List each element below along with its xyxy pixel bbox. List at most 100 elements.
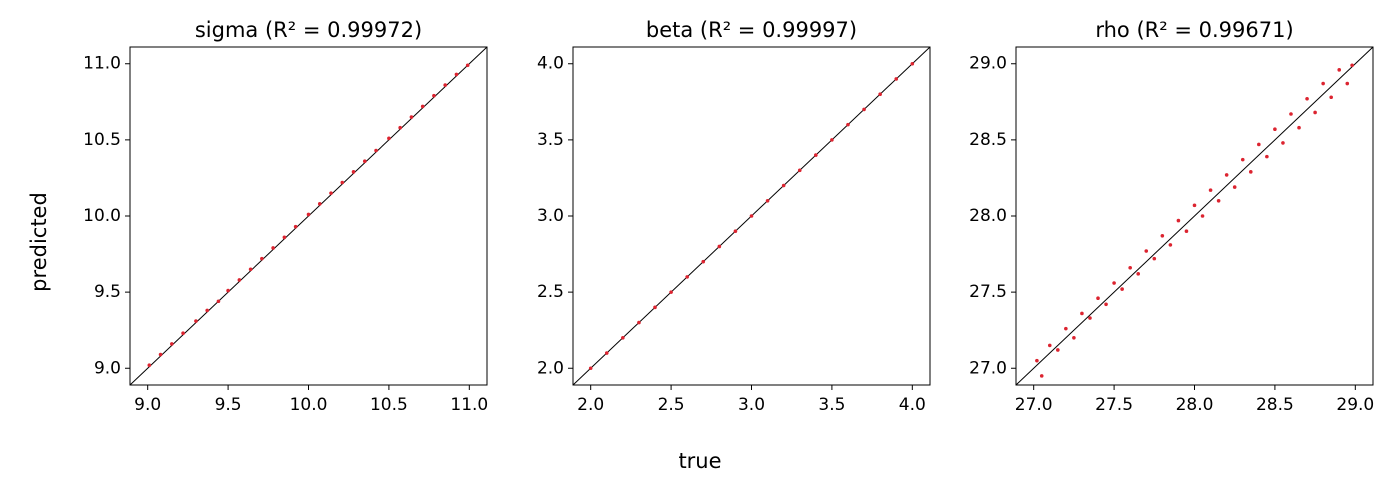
point xyxy=(1313,110,1317,115)
point xyxy=(1192,203,1197,208)
point xyxy=(1144,249,1149,253)
point xyxy=(830,138,834,142)
point xyxy=(226,288,230,293)
point xyxy=(409,115,414,119)
point xyxy=(181,331,185,336)
subplot-title: rho (R² = 0.99671) xyxy=(1095,18,1293,42)
point xyxy=(1289,112,1293,116)
x-tick-label: 4.0 xyxy=(899,395,926,415)
point xyxy=(1281,141,1285,145)
point xyxy=(260,256,264,261)
y-tick-label: 10.0 xyxy=(83,206,121,226)
point xyxy=(1080,311,1084,316)
point xyxy=(1184,229,1189,234)
y-tick-label: 11.0 xyxy=(83,54,121,74)
point xyxy=(749,214,754,218)
point xyxy=(878,92,882,96)
y-tick-label: 28.0 xyxy=(969,206,1007,226)
point xyxy=(1257,142,1261,147)
x-tick-label: 28.0 xyxy=(1176,395,1214,415)
point xyxy=(362,159,367,163)
point xyxy=(465,63,470,68)
point xyxy=(765,198,770,203)
x-tick-label: 9.0 xyxy=(134,395,161,415)
point xyxy=(1232,185,1237,189)
point xyxy=(1265,154,1269,159)
point xyxy=(653,305,657,310)
point xyxy=(1112,281,1116,285)
x-tick-label: 28.5 xyxy=(1256,395,1294,415)
y-tick-label: 10.5 xyxy=(83,130,121,150)
point xyxy=(398,125,402,130)
point xyxy=(205,308,209,313)
point xyxy=(1168,243,1173,247)
point xyxy=(588,366,593,371)
point xyxy=(1088,316,1092,320)
point xyxy=(1224,173,1229,177)
point xyxy=(1345,81,1350,86)
point xyxy=(282,235,287,240)
point xyxy=(1200,214,1205,218)
point xyxy=(814,153,818,157)
y-tick-label: 29.0 xyxy=(969,54,1007,74)
y-tick-label: 9.0 xyxy=(94,358,121,378)
point xyxy=(271,246,275,250)
point xyxy=(340,180,345,185)
point xyxy=(797,168,802,173)
point xyxy=(1035,358,1039,363)
point xyxy=(1056,348,1060,352)
y-tick-label: 3.5 xyxy=(537,130,564,150)
x-tick-label: 11.0 xyxy=(450,395,488,415)
point xyxy=(1297,125,1301,130)
point xyxy=(387,136,391,141)
point xyxy=(1350,63,1354,68)
point xyxy=(420,104,425,109)
point xyxy=(1160,233,1165,238)
point xyxy=(248,267,253,272)
x-tick-label: 2.0 xyxy=(577,395,604,415)
x-axis-label: true xyxy=(678,449,721,473)
point xyxy=(443,83,447,87)
point xyxy=(170,342,174,346)
point xyxy=(329,191,333,195)
point xyxy=(374,148,378,153)
y-tick-label: 4.0 xyxy=(537,54,564,74)
subplot-title: sigma (R² = 0.99972) xyxy=(195,18,422,42)
point xyxy=(1248,170,1253,174)
y-tick-label: 3.0 xyxy=(537,206,564,226)
point xyxy=(621,336,625,340)
point xyxy=(1120,287,1124,291)
y-tick-label: 27.5 xyxy=(969,282,1007,302)
point xyxy=(1240,157,1245,162)
point xyxy=(669,290,673,294)
point xyxy=(1152,256,1157,261)
point xyxy=(894,77,899,81)
point xyxy=(1136,272,1141,276)
x-tick-label: 10.5 xyxy=(370,395,408,415)
point xyxy=(604,351,609,355)
point xyxy=(1305,96,1309,101)
y-axis-label: predicted xyxy=(27,192,51,292)
y-tick-label: 27.0 xyxy=(969,358,1007,378)
point xyxy=(293,224,298,229)
point xyxy=(701,259,706,264)
point xyxy=(1208,188,1213,192)
point xyxy=(432,93,436,98)
point xyxy=(846,122,850,127)
point xyxy=(1072,336,1076,340)
point xyxy=(910,61,915,66)
x-tick-label: 3.5 xyxy=(818,395,845,415)
point xyxy=(351,170,356,174)
point xyxy=(1273,127,1277,132)
point xyxy=(237,278,242,282)
point xyxy=(1096,296,1100,301)
x-tick-label: 9.5 xyxy=(215,395,242,415)
point xyxy=(216,299,221,304)
point xyxy=(781,183,786,188)
point xyxy=(317,202,322,206)
point xyxy=(1337,68,1342,72)
point xyxy=(733,229,738,234)
point xyxy=(147,363,152,368)
